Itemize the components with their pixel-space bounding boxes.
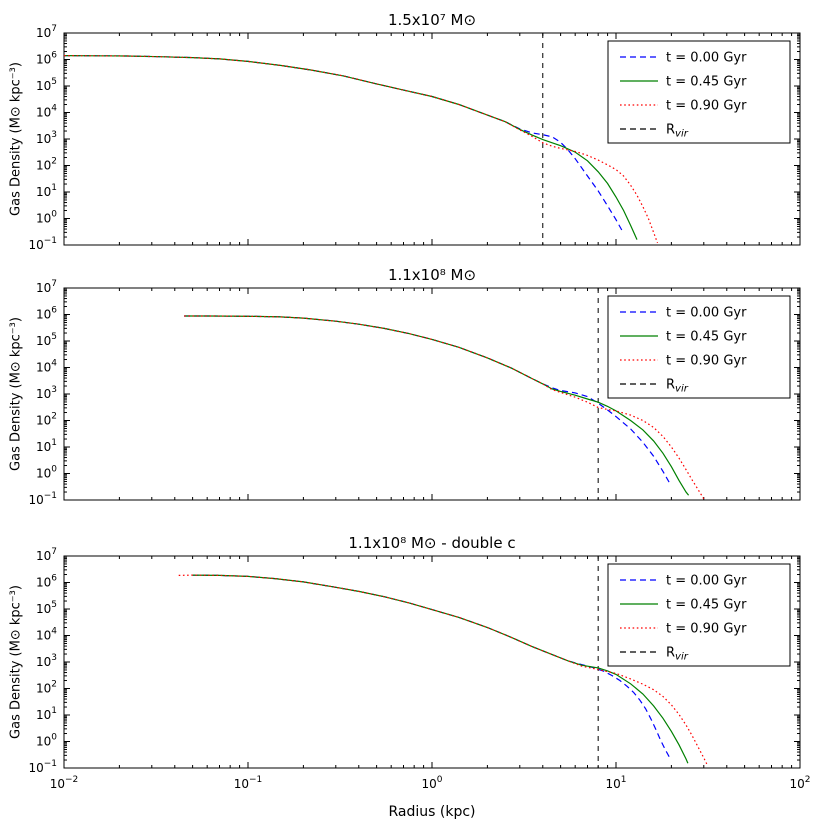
legend-box — [607, 295, 791, 399]
tick-label: 10−1 — [28, 759, 57, 775]
legend-box — [607, 40, 791, 144]
panel-1: 10−1 100 101 102 103 104 105 106 107 t = 0.00 Gyr… — [28, 24, 801, 252]
axis-ticks — [63, 555, 801, 769]
legend-box — [607, 563, 791, 667]
tick-label: 107 — [36, 24, 57, 40]
panel-3-title: 1.1x10⁸ M⊙ - double c — [348, 534, 516, 552]
y-axis-label-panel-2: Gas Density (M⊙ kpc⁻³) — [8, 317, 24, 471]
panel-2: 10−1 100 101 102 103 104 105 106 107 t = 0.00 Gyr… — [28, 279, 801, 507]
tick-label: 102 — [36, 412, 57, 428]
series-line-solid — [63, 55, 638, 240]
legend-label: Rvir — [666, 646, 689, 663]
legend-label: t = 0.00 Gyr — [666, 306, 747, 321]
tick-label: 107 — [36, 279, 57, 295]
tick-label: 101 — [36, 183, 57, 199]
tick-label: 100 — [421, 775, 442, 791]
tick-label: 10−1 — [28, 491, 57, 507]
tick-label: 100 — [36, 733, 57, 749]
legend-label: t = 0.45 Gyr — [666, 330, 747, 345]
legend-label: t = 0.45 Gyr — [666, 598, 747, 613]
axis-ticks — [63, 32, 801, 246]
tick-label: 104 — [36, 104, 57, 120]
tick-label: 105 — [36, 600, 57, 616]
tick-label: 102 — [36, 680, 57, 696]
y-axis-label-panel-1: Gas Density (M⊙ kpc⁻³) — [8, 62, 24, 216]
tick-label: 10−1 — [234, 775, 263, 791]
tick-label: 104 — [36, 627, 57, 643]
legend-label: t = 0.90 Gyr — [666, 99, 747, 114]
tick-label: 10−2 — [50, 775, 79, 791]
tick-label: 102 — [789, 775, 810, 791]
tick-label: 107 — [36, 547, 57, 563]
panel-2-title: 1.1x10⁸ M⊙ — [387, 266, 477, 284]
legend-label: Rvir — [666, 123, 689, 140]
legend: t = 0.00 Gyr t = 0.45 Gyr t = 0.90 Gyr Rvir — [607, 295, 791, 399]
series-line-solid — [184, 315, 690, 496]
tick-label: 106 — [36, 51, 57, 67]
axis-ticks — [63, 287, 801, 501]
tick-label: 101 — [36, 438, 57, 454]
legend: t = 0.00 Gyr t = 0.45 Gyr t = 0.90 Gyr Rvir — [607, 563, 791, 667]
tick-label: 103 — [36, 385, 57, 401]
tick-label: 104 — [36, 359, 57, 375]
legend-label: t = 0.00 Gyr — [666, 574, 747, 589]
tick-label: 105 — [36, 332, 57, 348]
legend: t = 0.00 Gyr t = 0.45 Gyr t = 0.90 Gyr Rvir — [607, 40, 791, 144]
tick-label: 105 — [36, 77, 57, 93]
legend-label: t = 0.90 Gyr — [666, 354, 747, 369]
tick-label: 103 — [36, 130, 57, 146]
legend-label: Rvir — [666, 378, 689, 395]
panel-1-title: 1.5x10⁷ M⊙ — [387, 11, 477, 29]
tick-label: 101 — [605, 775, 626, 791]
tick-label: 100 — [36, 465, 57, 481]
series-line-dotted — [178, 574, 709, 767]
tick-label: 102 — [36, 157, 57, 173]
series-line-dashed — [192, 574, 671, 759]
legend-label: t = 0.00 Gyr — [666, 51, 747, 66]
panel-3: 10−2 10−1 100 101 10210−11001011021031041051… — [28, 547, 810, 791]
tick-label: 106 — [36, 306, 57, 322]
tick-label: 103 — [36, 653, 57, 669]
x-axis-label: Radius (kpc) — [388, 804, 476, 820]
y-axis-label-panel-3: Gas Density (M⊙ kpc⁻³) — [8, 585, 24, 739]
tick-label: 100 — [36, 210, 57, 226]
tick-label: 106 — [36, 574, 57, 590]
legend-label: t = 0.45 Gyr — [666, 75, 747, 90]
series-line-dotted — [63, 55, 659, 244]
legend-label: t = 0.90 Gyr — [666, 622, 747, 637]
tick-label: 10−1 — [28, 236, 57, 252]
tick-label: 101 — [36, 706, 57, 722]
